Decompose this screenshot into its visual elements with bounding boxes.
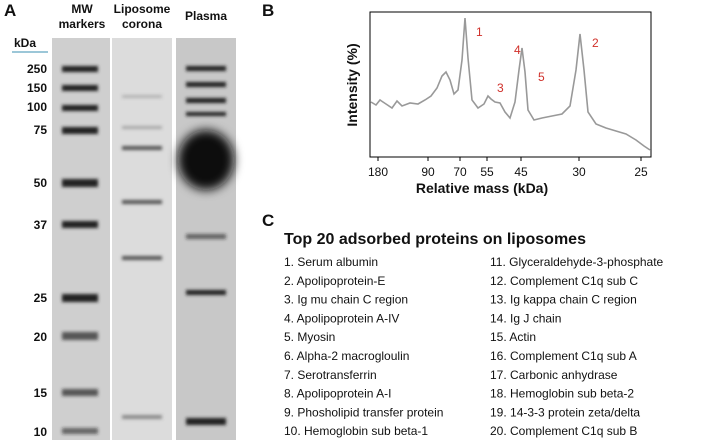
list-item: 9. Phosholipid transfer protein: [284, 405, 443, 419]
list-item: 1. Serum albumin: [284, 255, 378, 269]
x-tick-label: 70: [453, 165, 467, 179]
peak-label: 2: [592, 36, 599, 50]
x-tick-label: 45: [514, 165, 528, 179]
lane-header: Liposome: [114, 2, 171, 16]
list-item: 14. Ig J chain: [490, 311, 561, 325]
marker-label: 150: [27, 81, 47, 95]
gel: [12, 38, 236, 440]
list-item: 18. Hemoglobin sub beta-2: [490, 387, 634, 401]
plasma-bands: [178, 66, 234, 425]
axis-label: Relative mass (kDa): [416, 180, 548, 196]
panel-label: B: [262, 1, 274, 20]
marker-label: 10: [34, 425, 48, 439]
x-tick-label: 90: [421, 165, 435, 179]
panel-label: A: [4, 1, 16, 20]
list-item: 16. Complement C1q sub A: [490, 349, 637, 363]
peak-label: 4: [514, 43, 521, 57]
x-tick-label: 180: [368, 165, 388, 179]
x-tick-label: 55: [480, 165, 494, 179]
x-tick-label: 25: [634, 165, 648, 179]
marker-label: 25: [34, 291, 48, 305]
panel-label: C: [262, 211, 274, 230]
list-item: 4. Apolipoprotein A-IV: [284, 311, 399, 325]
axis-label: Intensity (%): [344, 43, 360, 126]
list-item: 12. Complement C1q sub C: [490, 274, 638, 288]
list-item: 7. Serotransferrin: [284, 368, 377, 382]
list-item: 2. Apolipoprotein-E: [284, 274, 385, 288]
lane-header: corona: [122, 17, 162, 31]
lane-header: Plasma: [185, 9, 227, 23]
lane: [52, 38, 110, 440]
marker-label: 15: [34, 386, 48, 400]
unit-label: kDa: [14, 36, 36, 50]
lane: [112, 38, 172, 440]
list-title: Top 20 adsorbed proteins on liposomes: [284, 231, 586, 248]
marker-label: 37: [34, 218, 48, 232]
corona-bands: [122, 95, 162, 419]
peak-label: 5: [538, 70, 545, 84]
list-item: 11. Glyceraldehyde-3-phosphate: [490, 255, 664, 269]
list-item: 17. Carbonic anhydrase: [490, 368, 618, 382]
marker-label: 100: [27, 100, 47, 114]
x-tick-label: 30: [572, 165, 586, 179]
marker-bands: [62, 66, 98, 434]
marker-label: 250: [27, 62, 47, 76]
list-item: 19. 14-3-3 protein zeta/delta: [490, 405, 640, 419]
marker-label: 50: [34, 176, 48, 190]
plot-frame: [369, 11, 652, 158]
list-item: 15. Actin: [490, 330, 536, 344]
list-item: 10. Hemoglobin sub beta-1: [284, 424, 428, 438]
peak-label: 1: [476, 25, 483, 39]
lane-header: MW: [71, 2, 93, 16]
lane-header: markers: [59, 17, 106, 31]
list-item: 20. Complement C1q sub B: [490, 424, 637, 438]
marker-label: 20: [34, 330, 48, 344]
list-item: 6. Alpha-2 macrogloulin: [284, 349, 409, 363]
marker-label: 75: [34, 123, 48, 137]
trace: [370, 17, 651, 151]
peak-label: 3: [497, 81, 504, 95]
list-item: 5. Myosin: [284, 330, 335, 344]
list-item: 8. Apolipoprotein A-I: [284, 387, 391, 401]
list-item: 13. Ig kappa chain C region: [490, 293, 637, 307]
list-item: 3. Ig mu chain C region: [284, 293, 408, 307]
